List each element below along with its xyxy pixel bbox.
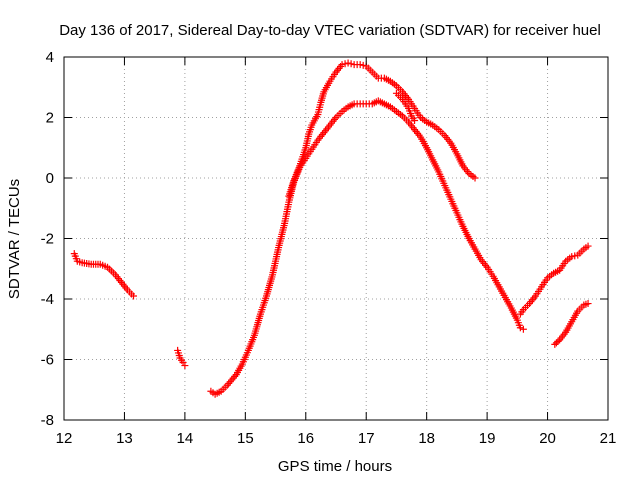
x-tick-label: 18	[418, 430, 435, 447]
x-tick-label: 21	[600, 430, 617, 447]
x-tick-label: 14	[177, 430, 194, 447]
x-tick-label: 20	[539, 430, 556, 447]
y-axis-label: SDTVAR / TECUs	[6, 179, 23, 299]
x-tick-label: 19	[479, 430, 496, 447]
data-point	[341, 60, 349, 68]
data-point	[552, 339, 560, 347]
y-tick-label: -2	[41, 231, 54, 248]
y-tick-label: 4	[46, 49, 54, 66]
data-point	[584, 242, 592, 250]
series-arc-5	[392, 89, 419, 125]
x-tick-label: 15	[237, 430, 254, 447]
data-point	[584, 300, 592, 308]
y-tick-label: -6	[41, 352, 54, 369]
data-point	[181, 362, 189, 370]
data-point	[571, 252, 579, 260]
series-arc-2	[174, 346, 189, 370]
series-arc-3	[207, 97, 527, 398]
y-tick-label: 2	[46, 110, 54, 127]
x-tick-label: 12	[56, 430, 73, 447]
series-arc-7	[551, 300, 592, 348]
data-point	[411, 117, 419, 125]
y-tick-label: 0	[46, 170, 54, 187]
data-point	[347, 60, 355, 68]
x-axis-label: GPS time / hours	[278, 458, 392, 475]
x-tick-label: 13	[116, 430, 133, 447]
data-point	[568, 253, 576, 261]
data-point	[554, 337, 562, 345]
data-point	[551, 340, 559, 348]
chart-title: Day 136 of 2017, Sidereal Day-to-day VTE…	[59, 22, 601, 39]
series-arc-6	[516, 242, 592, 318]
data-point	[356, 61, 364, 69]
x-tick-label: 17	[358, 430, 375, 447]
x-tick-label: 16	[297, 430, 314, 447]
data-point	[516, 324, 524, 332]
series-arc-4	[285, 59, 479, 200]
data-point	[519, 325, 527, 333]
data-point	[344, 59, 352, 67]
grid	[64, 57, 608, 420]
series-arc-1	[70, 250, 138, 300]
data-points	[70, 59, 592, 398]
y-tick-label: -4	[41, 291, 54, 308]
data-point	[130, 292, 138, 300]
data-point	[338, 61, 346, 69]
axis-ticks: 12 13 14 15 16 17 18 19 20 21 -8 -6 -4 -2 0 2 4	[41, 49, 617, 447]
data-point	[359, 61, 367, 69]
y-tick-label: -8	[41, 412, 54, 429]
data-point	[471, 174, 479, 182]
